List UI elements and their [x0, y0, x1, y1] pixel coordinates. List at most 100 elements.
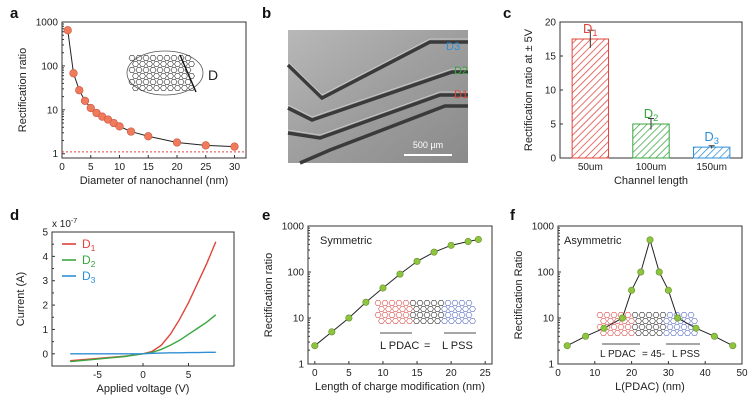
- nanotube-cell: [402, 300, 410, 306]
- data-point: [674, 314, 682, 322]
- nanotube-cell: [160, 85, 167, 91]
- nanotube-cell: [409, 312, 417, 318]
- nanotube-cell: [135, 55, 143, 61]
- panel-e-chart: 1 10 100 1000 0 5 10 15 20 25 Length of charge mod…: [263, 222, 493, 393]
- chart-title: Symmetric: [320, 235, 372, 247]
- nanotube-cell: [684, 330, 691, 336]
- nanotube-cell: [642, 330, 649, 336]
- y-tick-label: 10: [545, 86, 557, 97]
- plot-frame: [307, 225, 493, 365]
- y-axis-title: Rectification ratio: [17, 48, 29, 132]
- nanotube-cell: [458, 312, 466, 318]
- data-point: [396, 270, 404, 278]
- y-tick-label: 1: [52, 149, 58, 160]
- nanotube-cell: [188, 61, 195, 67]
- data-point: [80, 96, 90, 105]
- x-tick-label: 10: [114, 162, 126, 173]
- x-axis-title: Applied voltage (V): [97, 383, 190, 395]
- nanotube-cell: [395, 312, 403, 318]
- nanotube-cell: [434, 306, 441, 312]
- channel-trace-d1-return: [299, 104, 468, 165]
- nanotube-cell: [160, 73, 167, 79]
- data-point: [201, 141, 210, 150]
- y-tick-label: 1000: [36, 18, 59, 29]
- nanotube-cell: [132, 73, 139, 79]
- nanotube-cell: [156, 55, 164, 61]
- nanotube-cell: [600, 318, 607, 324]
- x-axis-title: L(PDAC) (nm): [615, 381, 685, 393]
- y-tick-label: 100: [537, 268, 554, 279]
- nanotube-cell: [603, 312, 611, 318]
- data-point: [172, 138, 182, 147]
- x-axis-title: Channel length: [614, 175, 688, 187]
- nanotube-cell: [409, 300, 417, 306]
- nanotube-cell: [423, 300, 431, 306]
- tube-outline: [126, 50, 204, 96]
- data-point: [115, 122, 124, 131]
- x-tick-label: 0: [555, 368, 561, 379]
- nanotube-cell: [146, 73, 153, 79]
- data-point: [430, 248, 438, 256]
- nanotube-cell: [153, 61, 160, 67]
- category-label: 150um: [696, 162, 727, 173]
- nanotube-cell: [132, 85, 139, 91]
- y-tick-label: 5: [42, 228, 48, 239]
- data-point: [311, 342, 319, 350]
- data-point: [86, 103, 95, 113]
- data-point: [75, 86, 84, 95]
- channel-traces: [286, 40, 468, 165]
- nanotube-cell: [624, 312, 632, 318]
- nanotube-cell: [170, 79, 178, 85]
- chart-title: Asymmetric: [564, 235, 622, 247]
- x-tick-label: 10: [589, 368, 601, 379]
- nanotube-cell: [656, 318, 663, 324]
- nanotube-cell: [153, 85, 160, 91]
- plot-frame: [61, 21, 247, 159]
- x-tick-label: 15: [411, 368, 423, 379]
- nanotube-cell: [385, 306, 392, 312]
- data-point: [628, 286, 636, 294]
- nanotube-cell: [437, 300, 445, 306]
- category-label: 50um: [578, 162, 603, 173]
- inset-left-label: L PDAC: [600, 349, 636, 360]
- data-point: [582, 332, 590, 340]
- panel-c-chart: 0 5 10 15 20 Channel length Rectification rati…: [523, 18, 743, 187]
- nanotube-cell: [451, 300, 459, 306]
- nanotube-cell: [142, 79, 150, 85]
- x-tick-label: 10: [377, 368, 389, 379]
- nanotube-cell: [645, 312, 653, 318]
- nanotube-cell: [617, 324, 625, 330]
- nanotube-cell: [381, 312, 389, 318]
- y-axis-title: Rectification Ratio: [513, 251, 525, 340]
- nanotube-cell: [649, 330, 656, 336]
- panel-label-b: b: [262, 5, 271, 22]
- nanotube-cell: [163, 79, 171, 85]
- plot-frame: [557, 225, 743, 365]
- nanotube-cell: [388, 312, 396, 318]
- nanotube-cell: [139, 73, 146, 79]
- y-tick-label: 1: [548, 360, 554, 371]
- nanotube-cell: [374, 300, 382, 306]
- y-tick-label: 100: [41, 61, 58, 72]
- y-axis-title: Rectification ratio: [263, 253, 275, 337]
- y-tick-label: 100: [287, 268, 304, 279]
- nanotube-cell: [628, 318, 635, 324]
- nanotube-cell: [465, 300, 473, 306]
- x-tick-label: 20: [626, 368, 638, 379]
- nanotube-cell: [434, 318, 441, 324]
- nanotube-cell: [448, 306, 455, 312]
- nanotube-cell: [413, 306, 420, 312]
- nanotube-cell: [392, 318, 399, 324]
- nanotube-cell: [635, 318, 642, 324]
- inset-left-label: L PDAC: [380, 340, 419, 352]
- nanotube-cell: [427, 306, 434, 312]
- y-tick-label: 1000: [282, 222, 305, 233]
- panel-label-a: a: [10, 5, 19, 22]
- nanotube-cell: [170, 67, 178, 73]
- x-tick-label: 25: [200, 162, 212, 173]
- y-tick-label: 5: [550, 120, 556, 131]
- nanotube-cell: [420, 306, 427, 312]
- bar: [571, 38, 610, 159]
